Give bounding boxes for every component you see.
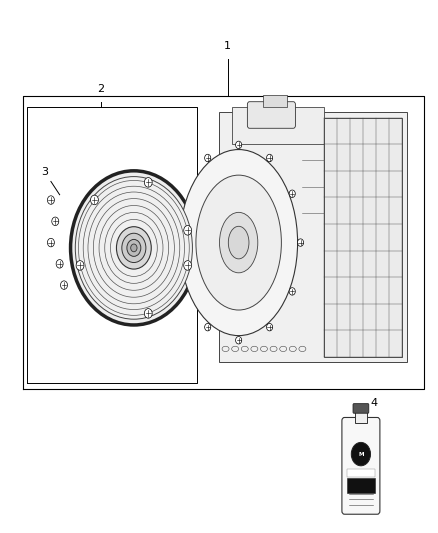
Circle shape xyxy=(236,141,242,149)
Circle shape xyxy=(289,288,295,295)
Text: 1: 1 xyxy=(224,41,231,51)
Bar xyxy=(263,95,287,107)
Text: M: M xyxy=(358,451,364,457)
Ellipse shape xyxy=(180,150,297,336)
Circle shape xyxy=(47,238,54,247)
Bar xyxy=(347,478,374,493)
Ellipse shape xyxy=(228,227,249,259)
Ellipse shape xyxy=(127,239,141,256)
Ellipse shape xyxy=(131,244,137,252)
Circle shape xyxy=(47,196,54,204)
Circle shape xyxy=(236,336,242,344)
Circle shape xyxy=(205,324,211,331)
Circle shape xyxy=(145,177,152,187)
Circle shape xyxy=(205,154,211,161)
Circle shape xyxy=(267,154,272,161)
Circle shape xyxy=(91,195,99,205)
FancyBboxPatch shape xyxy=(247,102,295,128)
Ellipse shape xyxy=(196,175,281,310)
Ellipse shape xyxy=(117,227,151,269)
Circle shape xyxy=(145,309,152,318)
Ellipse shape xyxy=(219,212,258,273)
Circle shape xyxy=(267,324,272,331)
Ellipse shape xyxy=(122,233,146,263)
Circle shape xyxy=(184,225,191,235)
Circle shape xyxy=(297,239,304,246)
Text: 3: 3 xyxy=(41,167,48,177)
Bar xyxy=(347,470,374,477)
Bar xyxy=(355,411,367,423)
Bar xyxy=(232,107,324,144)
Circle shape xyxy=(56,260,63,268)
Circle shape xyxy=(52,217,59,225)
FancyBboxPatch shape xyxy=(353,403,369,413)
Ellipse shape xyxy=(71,171,197,325)
Bar xyxy=(324,118,403,357)
Ellipse shape xyxy=(75,176,192,319)
Circle shape xyxy=(351,442,371,466)
Circle shape xyxy=(76,261,84,270)
Circle shape xyxy=(184,261,191,270)
Circle shape xyxy=(60,281,67,289)
Text: 4: 4 xyxy=(371,399,378,408)
FancyBboxPatch shape xyxy=(342,417,380,514)
Text: 2: 2 xyxy=(98,84,105,94)
Bar xyxy=(219,112,407,362)
Circle shape xyxy=(289,190,295,197)
